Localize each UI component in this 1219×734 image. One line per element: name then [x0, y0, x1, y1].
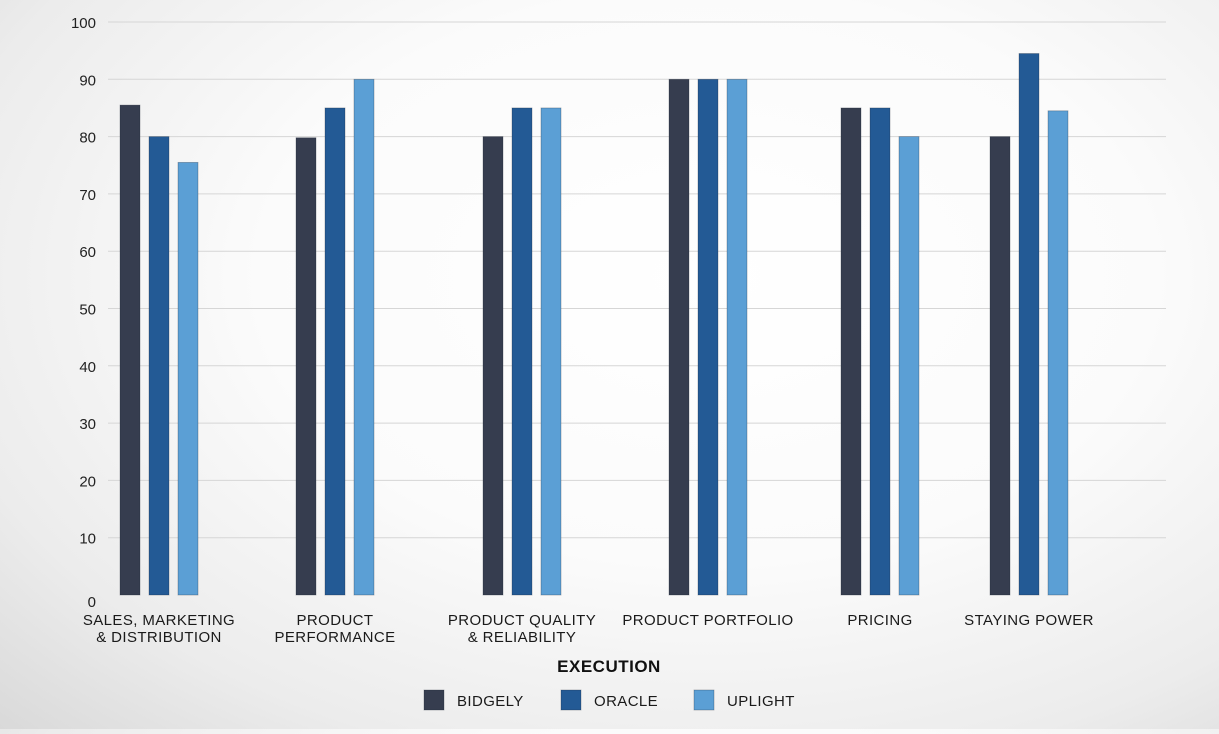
y-tick-label: 60: [79, 244, 96, 261]
gridlines: [108, 21, 1166, 539]
y-tick-label: 100: [71, 15, 96, 32]
x-tick-label: PERFORMANCE: [274, 629, 395, 646]
legend-swatch-oracle: [560, 689, 582, 711]
legend: BIDGELY ORACLE UPLIGHT: [423, 689, 795, 711]
y-tick-label: 50: [79, 302, 96, 319]
bar-oracle-1: [324, 107, 346, 596]
bar-oracle-3: [697, 78, 719, 596]
legend-label-oracle: ORACLE: [594, 693, 658, 710]
bar-bidgely-0: [119, 104, 141, 596]
bar-bidgely-3: [668, 78, 690, 596]
bars: [119, 53, 1069, 596]
y-tick-label: 20: [79, 473, 96, 490]
legend-label-uplight: UPLIGHT: [727, 693, 795, 710]
y-axis-ticks: 0 10 20 30 40 50 60 70 80 90 100: [71, 15, 96, 611]
bar-uplight-0: [177, 161, 199, 596]
x-tick-label: PRODUCT: [297, 612, 374, 629]
legend-label-bidgely: BIDGELY: [457, 693, 524, 710]
x-tick-label: & DISTRIBUTION: [96, 629, 222, 646]
bar-uplight-3: [726, 78, 748, 596]
y-tick-label: 0: [88, 594, 96, 611]
y-tick-label: 70: [79, 187, 96, 204]
x-tick-label: PRODUCT PORTFOLIO: [622, 612, 793, 629]
x-tick-label: STAYING POWER: [964, 612, 1094, 629]
legend-swatch-bidgely: [423, 689, 445, 711]
bar-uplight-5: [1047, 110, 1069, 596]
bar-uplight-1: [353, 78, 375, 596]
y-tick-label: 30: [79, 416, 96, 433]
x-tick-label: SALES, MARKETING: [83, 612, 235, 629]
y-tick-label: 10: [79, 531, 96, 548]
bar-bidgely-2: [482, 136, 504, 596]
y-tick-label: 40: [79, 359, 96, 376]
y-tick-label: 80: [79, 130, 96, 147]
y-tick-label: 90: [79, 72, 96, 89]
bar-uplight-2: [540, 107, 562, 596]
bar-oracle-0: [148, 136, 170, 596]
x-tick-label: PRODUCT QUALITY: [448, 612, 596, 629]
bar-bidgely-1: [295, 137, 317, 596]
bar-oracle-5: [1018, 53, 1040, 596]
bar-bidgely-5: [989, 136, 1011, 596]
x-tick-label: PRICING: [847, 612, 912, 629]
x-axis-title: EXECUTION: [557, 657, 661, 676]
x-axis-ticks: SALES, MARKETING& DISTRIBUTION PRODUCTPER…: [83, 612, 1094, 646]
bar-uplight-4: [898, 136, 920, 596]
x-tick-label: & RELIABILITY: [468, 629, 577, 646]
bar-bidgely-4: [840, 107, 862, 596]
legend-swatch-uplight: [693, 689, 715, 711]
bar-oracle-2: [511, 107, 533, 596]
bar-oracle-4: [869, 107, 891, 596]
